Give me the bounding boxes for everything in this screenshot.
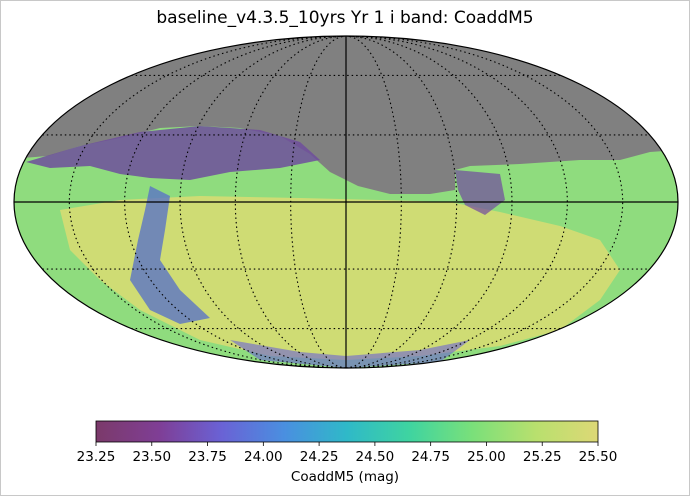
chart-title: baseline_v4.3.5_10yrs Yr 1 i band: Coadd… bbox=[156, 8, 534, 28]
colorbar-tick-label: 23.50 bbox=[132, 449, 172, 465]
colorbar-tick-label: 24.50 bbox=[355, 449, 395, 465]
shallow-region-north bbox=[26, 126, 320, 180]
colorbar-tick-label: 24.75 bbox=[411, 449, 450, 465]
colorbar-tick-label: 25.25 bbox=[522, 449, 562, 465]
meridian-line bbox=[68, 36, 347, 368]
colorbar-tick-label: 24.25 bbox=[299, 449, 339, 465]
colorbar-ticks bbox=[95, 442, 599, 446]
colorbar-tick-label: 24.00 bbox=[244, 449, 283, 465]
shallow-region-east bbox=[455, 170, 505, 215]
colorbar-label: CoaddM5 (mag) bbox=[290, 469, 400, 485]
meridian-line bbox=[345, 36, 624, 368]
colorbar-tick-label: 25.50 bbox=[578, 449, 618, 465]
colorbar-tick-label: 23.75 bbox=[188, 449, 227, 465]
colorbar-tick-label: 23.25 bbox=[76, 449, 116, 465]
colorbar-tick-label: 25.00 bbox=[467, 449, 506, 465]
colorbar bbox=[95, 420, 599, 443]
shallow-region-plane bbox=[130, 186, 210, 324]
